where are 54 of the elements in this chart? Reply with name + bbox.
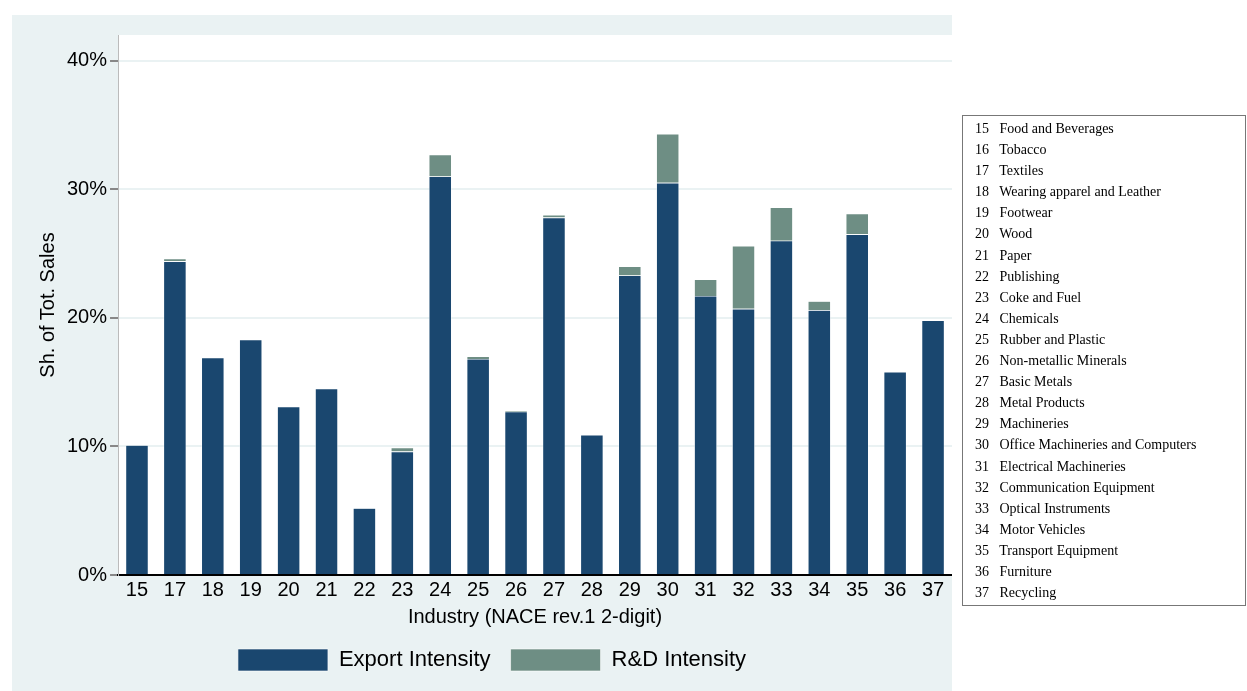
x-tick-label: 22 <box>353 577 376 600</box>
x-tick-label: 17 <box>163 577 187 600</box>
text: 25 Rubber and Plastic <box>975 330 1107 349</box>
text: 27 Basic Metals <box>975 373 1074 392</box>
x-tick-label: 23 <box>391 577 414 600</box>
text: 29 Machineries <box>975 415 1070 434</box>
text: 17 Textiles <box>975 162 1045 181</box>
y-tick-label: 10% <box>67 433 108 456</box>
x-tick-label: 21 <box>315 577 338 600</box>
text: 19 Footwear <box>975 204 1054 223</box>
x-tick-label: 37 <box>921 577 945 600</box>
x-tick-label: 31 <box>694 577 717 600</box>
x-tick-label: 26 <box>504 577 528 600</box>
text: 23 Coke and Fuel <box>975 288 1083 307</box>
x-tick-label: 24 <box>429 577 452 600</box>
y-tick-label: 40% <box>67 48 108 71</box>
text: 37 Recycling <box>975 584 1058 603</box>
text: 15 Food and Beverages <box>975 120 1115 138</box>
y-tick-label: 20% <box>67 305 108 328</box>
text: 28 Metal Products <box>975 394 1086 413</box>
x-tick-label: 28 <box>580 577 603 600</box>
y-tick-label: 30% <box>67 176 108 199</box>
x-axis-title: Industry (NACE rev.1 2-digit) <box>407 604 663 627</box>
text: 36 Furniture <box>975 562 1053 581</box>
x-tick-label: 36 <box>884 577 907 600</box>
text: 16 Tobacco <box>975 141 1048 160</box>
text: 35 Transport Equipment <box>975 541 1120 560</box>
text: 33 Optical Instruments <box>975 499 1112 518</box>
x-tick-label: 29 <box>618 577 641 600</box>
x-tick-label: 34 <box>808 577 831 600</box>
y-axis-title: Sh. of Tot. Sales <box>35 232 58 378</box>
text: 26 Non-metallic Minerals <box>975 352 1128 371</box>
legend-label: Export Intensity <box>338 646 491 672</box>
x-tick-label: 18 <box>201 577 224 600</box>
legend-label: R&D Intensity <box>611 646 747 672</box>
x-tick-label: 30 <box>656 577 679 600</box>
text: 22 Publishing <box>975 267 1061 286</box>
text: 20 Wood <box>975 225 1034 244</box>
text: 30 Office Machineries and Computers <box>975 436 1198 455</box>
text: 24 Chemicals <box>975 309 1060 328</box>
x-tick-label: 19 <box>239 577 262 600</box>
x-tick-label: 15 <box>125 577 149 600</box>
text: 18 Wearing apparel and Leather <box>975 183 1162 202</box>
y-tick-label: 0% <box>78 562 108 585</box>
text: 32 Communication Equipment <box>975 478 1156 497</box>
x-tick-label: 25 <box>467 577 490 600</box>
x-tick-label: 33 <box>770 577 793 600</box>
x-tick-label: 20 <box>277 577 300 600</box>
text: 31 Electrical Machineries <box>975 457 1127 476</box>
x-tick-label: 35 <box>846 577 869 600</box>
x-tick-label: 27 <box>542 577 566 600</box>
text: 21 Paper <box>975 246 1033 265</box>
text: 34 Motor Vehicles <box>975 520 1087 539</box>
x-tick-label: 32 <box>732 577 755 600</box>
